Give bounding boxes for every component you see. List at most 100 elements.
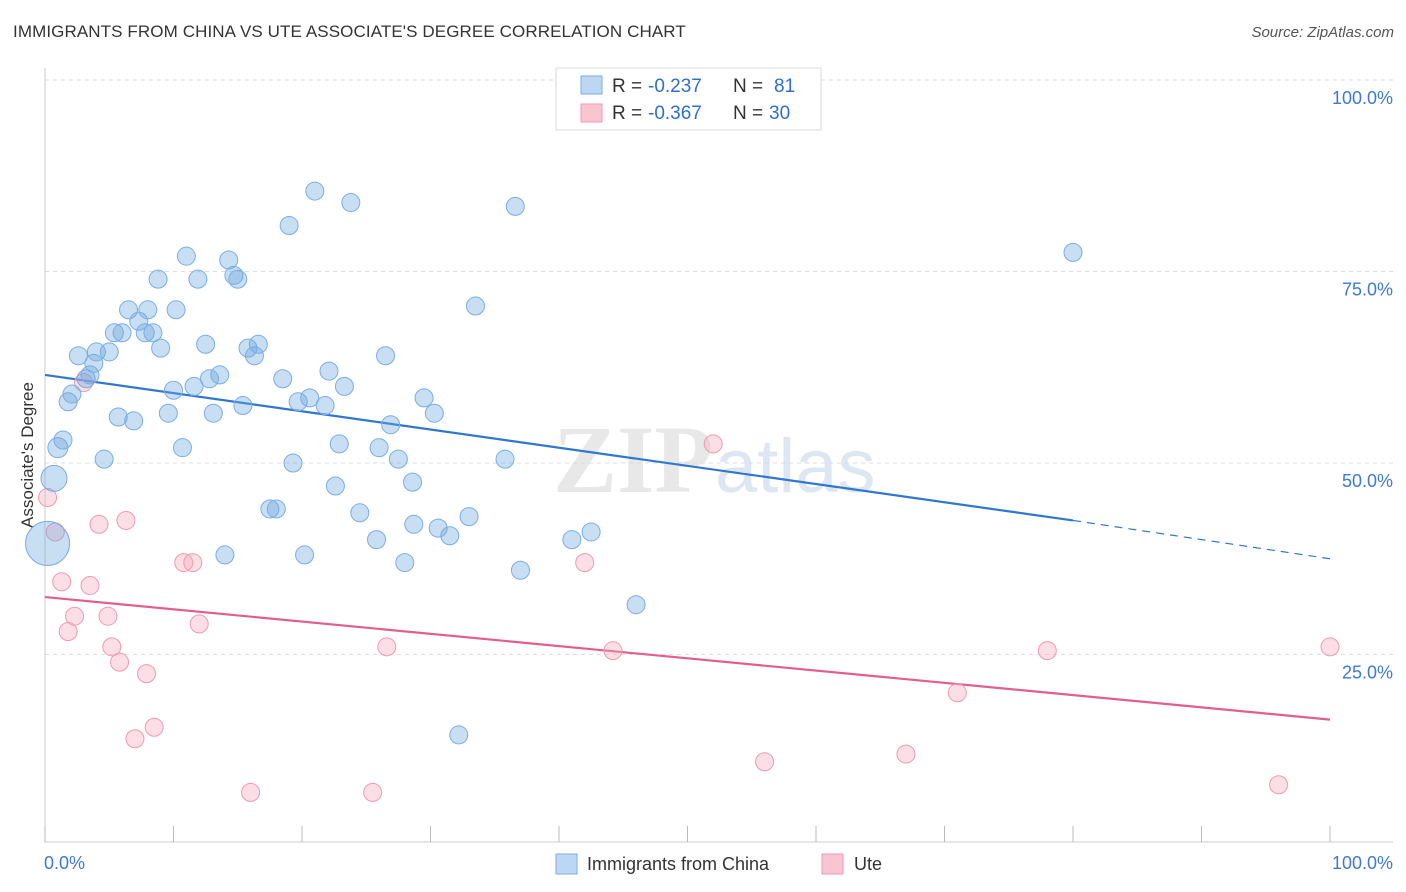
point-china-41 — [244, 346, 264, 366]
point-china-36 — [219, 250, 239, 270]
point-china-43 — [260, 499, 280, 519]
legend-n-value-ute: 30 — [769, 103, 790, 124]
point-china-80 — [449, 725, 469, 745]
point-ute-8 — [98, 606, 118, 626]
point-ute-11 — [116, 510, 136, 530]
trend-line-0 — [44, 373, 1074, 522]
point-ute-29 — [1320, 637, 1340, 657]
trend-line-1 — [44, 595, 1331, 721]
point-china-75 — [510, 560, 530, 580]
point-china-39 — [233, 396, 253, 416]
point-china-12 — [99, 342, 119, 362]
point-china-17 — [124, 411, 144, 431]
point-china-55 — [329, 434, 349, 454]
point-china-67 — [414, 388, 434, 408]
y-tick-label-1: 75.0% — [1342, 280, 1393, 300]
x-tick-label-1: 100.0% — [1332, 853, 1393, 873]
point-china-77 — [581, 522, 601, 542]
point-china-49 — [295, 545, 315, 565]
legend-swatch-china — [580, 75, 603, 95]
point-china-32 — [199, 369, 219, 389]
legend-bottom-label-ute: Ute — [854, 854, 882, 874]
point-ute-21 — [575, 553, 595, 573]
legend-n-label-china: N = — [733, 76, 763, 97]
point-china-51 — [305, 181, 325, 201]
point-china-48 — [288, 392, 308, 412]
point-ute-12 — [125, 729, 145, 749]
point-china-23 — [151, 338, 171, 358]
point-china-68 — [424, 403, 444, 423]
watermark: ZIP atlas — [553, 406, 876, 513]
point-china-35 — [215, 545, 235, 565]
point-ute-23 — [703, 434, 723, 454]
trend-line-ext-0 — [1072, 519, 1331, 560]
legend-r-value-china: -0.237 — [648, 76, 702, 97]
point-china-3 — [53, 430, 73, 450]
legend-top: R = -0.237 N = 81 R = -0.367 N = 30 — [555, 67, 822, 131]
point-china-70 — [440, 526, 460, 546]
point-china-73 — [495, 449, 515, 469]
point-china-56 — [334, 376, 354, 396]
point-china-13 — [104, 323, 124, 343]
point-china-78 — [626, 595, 646, 615]
point-china-29 — [184, 376, 204, 396]
point-china-19 — [135, 323, 155, 343]
grid-lines — [45, 79, 1393, 655]
point-china-37 — [224, 265, 244, 285]
legend-bottom: Immigrants from China Ute — [555, 853, 882, 875]
point-ute-2 — [52, 572, 72, 592]
point-china-58 — [350, 503, 370, 523]
point-ute-26 — [947, 683, 967, 703]
y-tick-label-2: 50.0% — [1342, 471, 1393, 491]
point-china-15 — [112, 323, 132, 343]
point-china-20 — [138, 300, 158, 320]
point-ute-27 — [1037, 641, 1057, 661]
point-ute-18 — [241, 782, 261, 802]
series-china — [25, 181, 1083, 745]
point-china-44 — [266, 499, 286, 519]
point-china-76 — [562, 530, 582, 550]
point-china-7 — [76, 369, 96, 389]
legend-bottom-label-china: Immigrants from China — [587, 854, 770, 874]
point-china-31 — [196, 334, 216, 354]
point-ute-25 — [896, 744, 916, 764]
point-china-79 — [1063, 242, 1083, 262]
legend-r-label-ute: R = — [612, 103, 642, 124]
point-ute-24 — [755, 752, 775, 772]
watermark-zip: ZIP — [553, 406, 713, 513]
point-china-72 — [465, 296, 485, 316]
point-ute-16 — [183, 553, 203, 573]
y-tick-labels: 100.0% 75.0% 50.0% 25.0% — [1332, 88, 1393, 683]
legend-n-label-ute: N = — [733, 103, 763, 124]
point-ute-14 — [144, 717, 164, 737]
y-tick-label-3: 25.0% — [1342, 663, 1393, 683]
point-ute-9 — [102, 637, 122, 657]
point-ute-6 — [80, 576, 100, 596]
point-china-1 — [40, 464, 68, 492]
point-china-63 — [388, 449, 408, 469]
point-china-8 — [80, 365, 100, 385]
point-china-21 — [143, 323, 163, 343]
point-china-66 — [404, 514, 424, 534]
point-china-28 — [176, 246, 196, 266]
point-ute-17 — [189, 614, 209, 634]
x-tick-labels: 0.0% 100.0% — [44, 853, 1393, 873]
point-china-14 — [108, 407, 128, 427]
point-ute-28 — [1269, 775, 1289, 795]
point-china-30 — [188, 269, 208, 289]
point-china-9 — [84, 353, 104, 373]
point-china-40 — [238, 338, 258, 358]
point-china-6 — [68, 346, 88, 366]
point-china-53 — [319, 361, 339, 381]
point-china-59 — [367, 530, 387, 550]
point-china-34 — [210, 365, 230, 385]
y-tick-label-0: 100.0% — [1332, 88, 1393, 108]
point-china-22 — [148, 269, 168, 289]
point-china-26 — [166, 300, 186, 320]
point-china-42 — [248, 334, 268, 354]
point-china-54 — [325, 476, 345, 496]
point-china-5 — [62, 384, 82, 404]
legend-bottom-swatch-china — [555, 853, 578, 875]
point-china-45 — [273, 369, 293, 389]
point-china-71 — [459, 507, 479, 527]
